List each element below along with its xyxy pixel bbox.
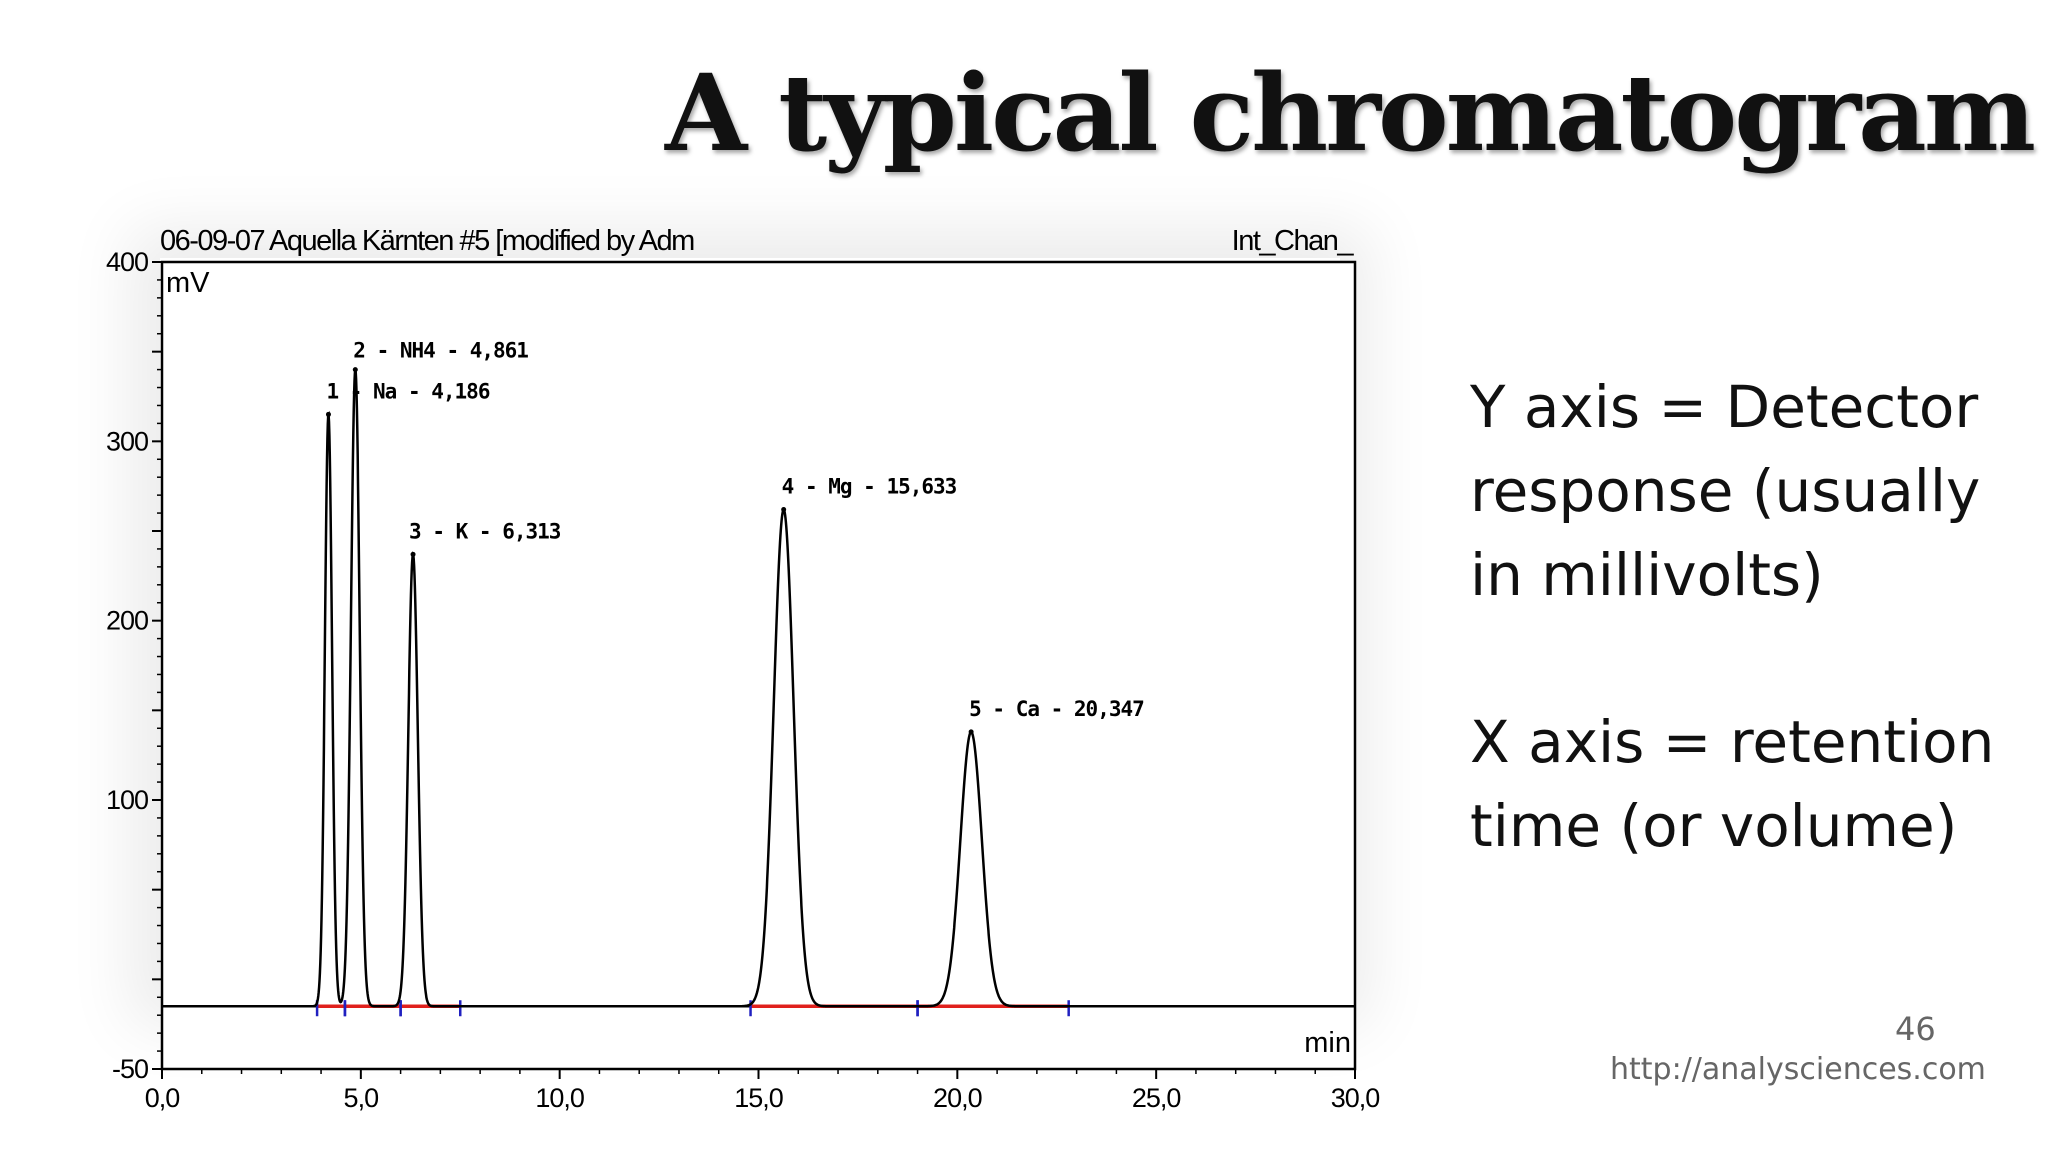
y-tick-label: 100 [106, 785, 148, 815]
y-axis-note: Y axis = Detector response (usually in m… [1470, 373, 1981, 609]
x-tick-label: 30,0 [1331, 1083, 1380, 1113]
x-axis-note: X axis = retention time (or volume) [1470, 708, 1995, 860]
chart-header-left: 06-09-07 Aquella Kärnten #5 [modified by… [160, 225, 694, 257]
peak-label: 5 - Ca - 20,347 [969, 697, 1144, 721]
chromatogram-chart: 06-09-07 Aquella Kärnten #5 [modified by… [106, 225, 1380, 1113]
x-axis-unit: min [1304, 1027, 1351, 1059]
y-tick-label: -50 [112, 1054, 148, 1084]
y-axis-unit: mV [166, 267, 210, 299]
x-tick-label: 5,0 [344, 1083, 379, 1113]
y-tick-label: 200 [106, 606, 148, 636]
peak-apex [410, 551, 416, 557]
y-tick-label: 400 [106, 247, 148, 277]
chart-header-right: Int_Chan_ [1232, 225, 1355, 257]
peak-apex [781, 506, 787, 512]
peak-label: 1 - Na - 4,186 [326, 379, 489, 403]
y-tick-label: 300 [106, 426, 148, 456]
slide-title: A typical chromatogram [665, 50, 2036, 175]
page-number: 46 [1895, 1010, 1936, 1048]
x-tick-label: 25,0 [1132, 1083, 1181, 1113]
peak-label: 3 - K - 6,313 [409, 519, 561, 543]
peak-apex [352, 367, 358, 373]
source-url: http://analysciences.com [1610, 1052, 1986, 1087]
x-tick-label: 0,0 [145, 1083, 180, 1113]
x-tick-label: 20,0 [933, 1083, 982, 1113]
peak-label: 2 - NH4 - 4,861 [353, 339, 528, 363]
x-tick-label: 10,0 [535, 1083, 584, 1113]
peak-apex [325, 411, 331, 417]
x-tick-label: 15,0 [734, 1083, 783, 1113]
peak-apex [968, 729, 974, 735]
chromatogram-trace [162, 369, 1355, 1008]
peak-label: 4 - Mg - 15,633 [782, 474, 957, 498]
